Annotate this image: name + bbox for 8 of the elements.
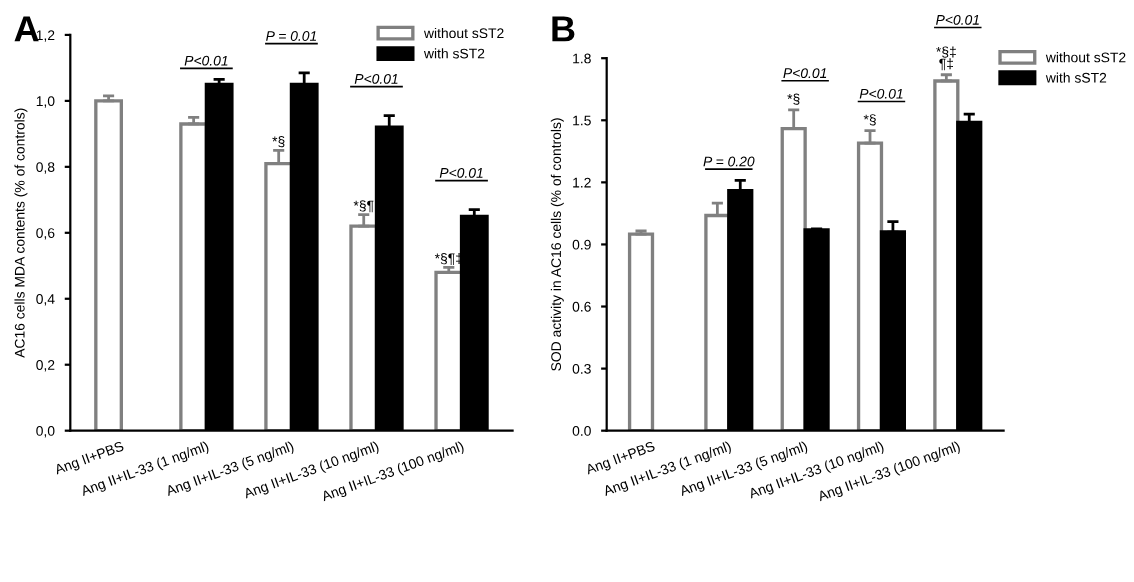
- bar: [627, 232, 655, 431]
- bar: [179, 122, 209, 431]
- bar: [434, 270, 464, 431]
- bar: [94, 99, 124, 431]
- bar: [933, 79, 960, 431]
- chart-title: B: [552, 16, 575, 42]
- chart-title: A: [14, 16, 39, 42]
- bar: [349, 224, 379, 431]
